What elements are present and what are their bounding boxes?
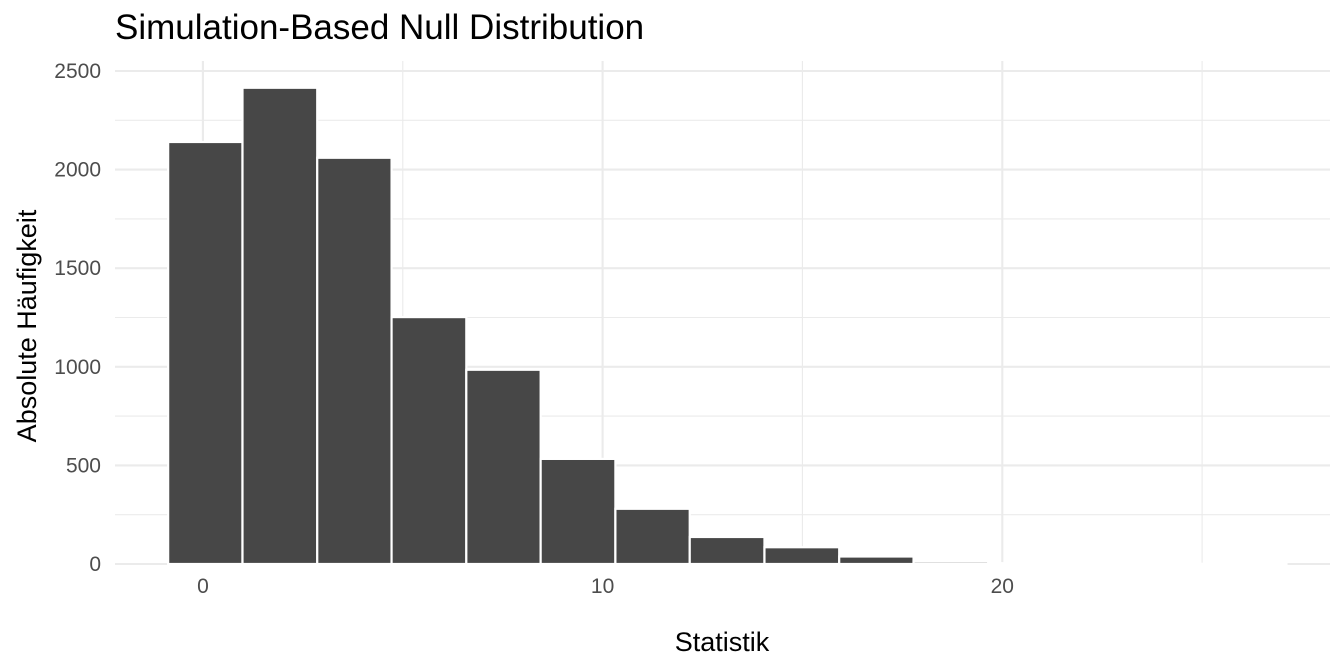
histogram-bar [763,546,841,566]
x-tick-label: 0 [197,575,209,598]
histogram-bar [390,316,468,566]
y-tick-label: 500 [66,454,101,477]
chart-title: Simulation-Based Null Distribution [115,8,644,47]
y-tick-label: 0 [89,553,101,576]
x-tick-label: 10 [591,575,614,598]
tick-labels: 0 500 1000 1500 2000 2500 0 10 20 [54,60,1014,598]
histogram-bar [838,555,915,566]
histogram-bar [241,86,319,566]
y-tick-label: 2000 [54,159,101,182]
histogram-bar [167,140,244,566]
y-tick-label: 1500 [54,257,101,280]
histogram-bar [539,457,617,566]
histogram-bar [912,560,990,566]
histogram-bar [316,156,393,566]
y-tick-label: 1000 [54,356,101,379]
histogram-bar [614,507,691,566]
x-tick-label: 20 [991,575,1014,598]
x-axis-title: Statistik [675,627,770,657]
histogram-bar [688,535,766,566]
histogram-bars [167,86,1288,566]
y-axis-title: Absolute Häufigkeit [12,209,42,442]
histogram-bar [987,562,1064,566]
histogram-bar [465,368,542,566]
y-tick-label: 2500 [54,60,101,83]
